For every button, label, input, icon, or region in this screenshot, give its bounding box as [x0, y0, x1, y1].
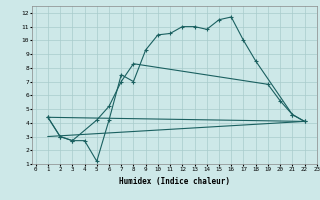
X-axis label: Humidex (Indice chaleur): Humidex (Indice chaleur) [119, 177, 230, 186]
